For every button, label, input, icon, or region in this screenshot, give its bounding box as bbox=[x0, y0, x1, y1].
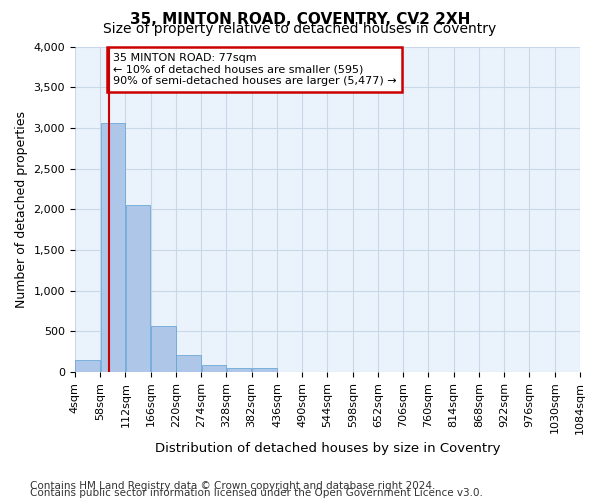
Bar bbox=[151, 326, 176, 372]
X-axis label: Distribution of detached houses by size in Coventry: Distribution of detached houses by size … bbox=[155, 442, 500, 455]
Bar bbox=[202, 366, 226, 372]
Text: 35, MINTON ROAD, COVENTRY, CV2 2XH: 35, MINTON ROAD, COVENTRY, CV2 2XH bbox=[130, 12, 470, 28]
Text: Contains HM Land Registry data © Crown copyright and database right 2024.: Contains HM Land Registry data © Crown c… bbox=[30, 481, 436, 491]
Bar bbox=[176, 355, 201, 372]
Text: Size of property relative to detached houses in Coventry: Size of property relative to detached ho… bbox=[103, 22, 497, 36]
Bar bbox=[101, 123, 125, 372]
Bar bbox=[75, 360, 100, 372]
Y-axis label: Number of detached properties: Number of detached properties bbox=[15, 110, 28, 308]
Bar bbox=[227, 368, 251, 372]
Text: 35 MINTON ROAD: 77sqm
← 10% of detached houses are smaller (595)
90% of semi-det: 35 MINTON ROAD: 77sqm ← 10% of detached … bbox=[113, 53, 397, 86]
Text: Contains public sector information licensed under the Open Government Licence v3: Contains public sector information licen… bbox=[30, 488, 483, 498]
Bar bbox=[252, 368, 277, 372]
Bar bbox=[126, 205, 150, 372]
